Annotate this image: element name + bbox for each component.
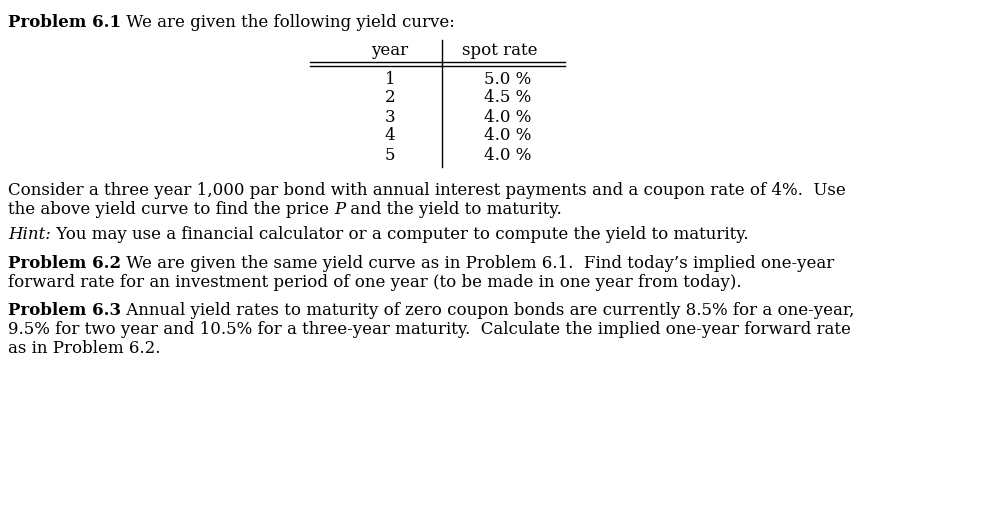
- Text: 4.0 %: 4.0 %: [484, 128, 532, 144]
- Text: 3: 3: [385, 108, 396, 126]
- Text: 4.0 %: 4.0 %: [484, 108, 532, 126]
- Text: as in Problem 6.2.: as in Problem 6.2.: [8, 340, 160, 357]
- Text: spot rate: spot rate: [462, 42, 538, 59]
- Text: We are given the following yield curve:: We are given the following yield curve:: [121, 14, 455, 31]
- Text: Annual yield rates to maturity of zero coupon bonds are currently 8.5% for a one: Annual yield rates to maturity of zero c…: [121, 302, 855, 320]
- Text: Consider a three year 1,000 par bond with annual interest payments and a coupon : Consider a three year 1,000 par bond wit…: [8, 181, 846, 199]
- Text: 9.5% for two year and 10.5% for a three-year maturity.  Calculate the implied on: 9.5% for two year and 10.5% for a three-…: [8, 321, 851, 338]
- Text: Problem 6.1: Problem 6.1: [8, 14, 121, 31]
- Text: forward rate for an investment period of one year (to be made in one year from t: forward rate for an investment period of…: [8, 274, 742, 291]
- Text: 4: 4: [385, 128, 396, 144]
- Text: You may use a financial calculator or a computer to compute the yield to maturit: You may use a financial calculator or a …: [51, 226, 748, 243]
- Text: 5: 5: [385, 146, 396, 164]
- Text: the above yield curve to find the price: the above yield curve to find the price: [8, 201, 334, 218]
- Text: 4.5 %: 4.5 %: [484, 89, 532, 107]
- Text: Problem 6.3: Problem 6.3: [8, 302, 121, 320]
- Text: 1: 1: [385, 71, 396, 87]
- Text: 5.0 %: 5.0 %: [484, 71, 532, 87]
- Text: P: P: [334, 201, 345, 218]
- Text: Hint:: Hint:: [8, 226, 51, 243]
- Text: 4.0 %: 4.0 %: [484, 146, 532, 164]
- Text: year: year: [372, 42, 409, 59]
- Text: and the yield to maturity.: and the yield to maturity.: [345, 201, 563, 218]
- Text: 2: 2: [385, 89, 396, 107]
- Text: Problem 6.2: Problem 6.2: [8, 255, 121, 272]
- Text: We are given the same yield curve as in Problem 6.1.  Find today’s implied one-y: We are given the same yield curve as in …: [121, 255, 834, 272]
